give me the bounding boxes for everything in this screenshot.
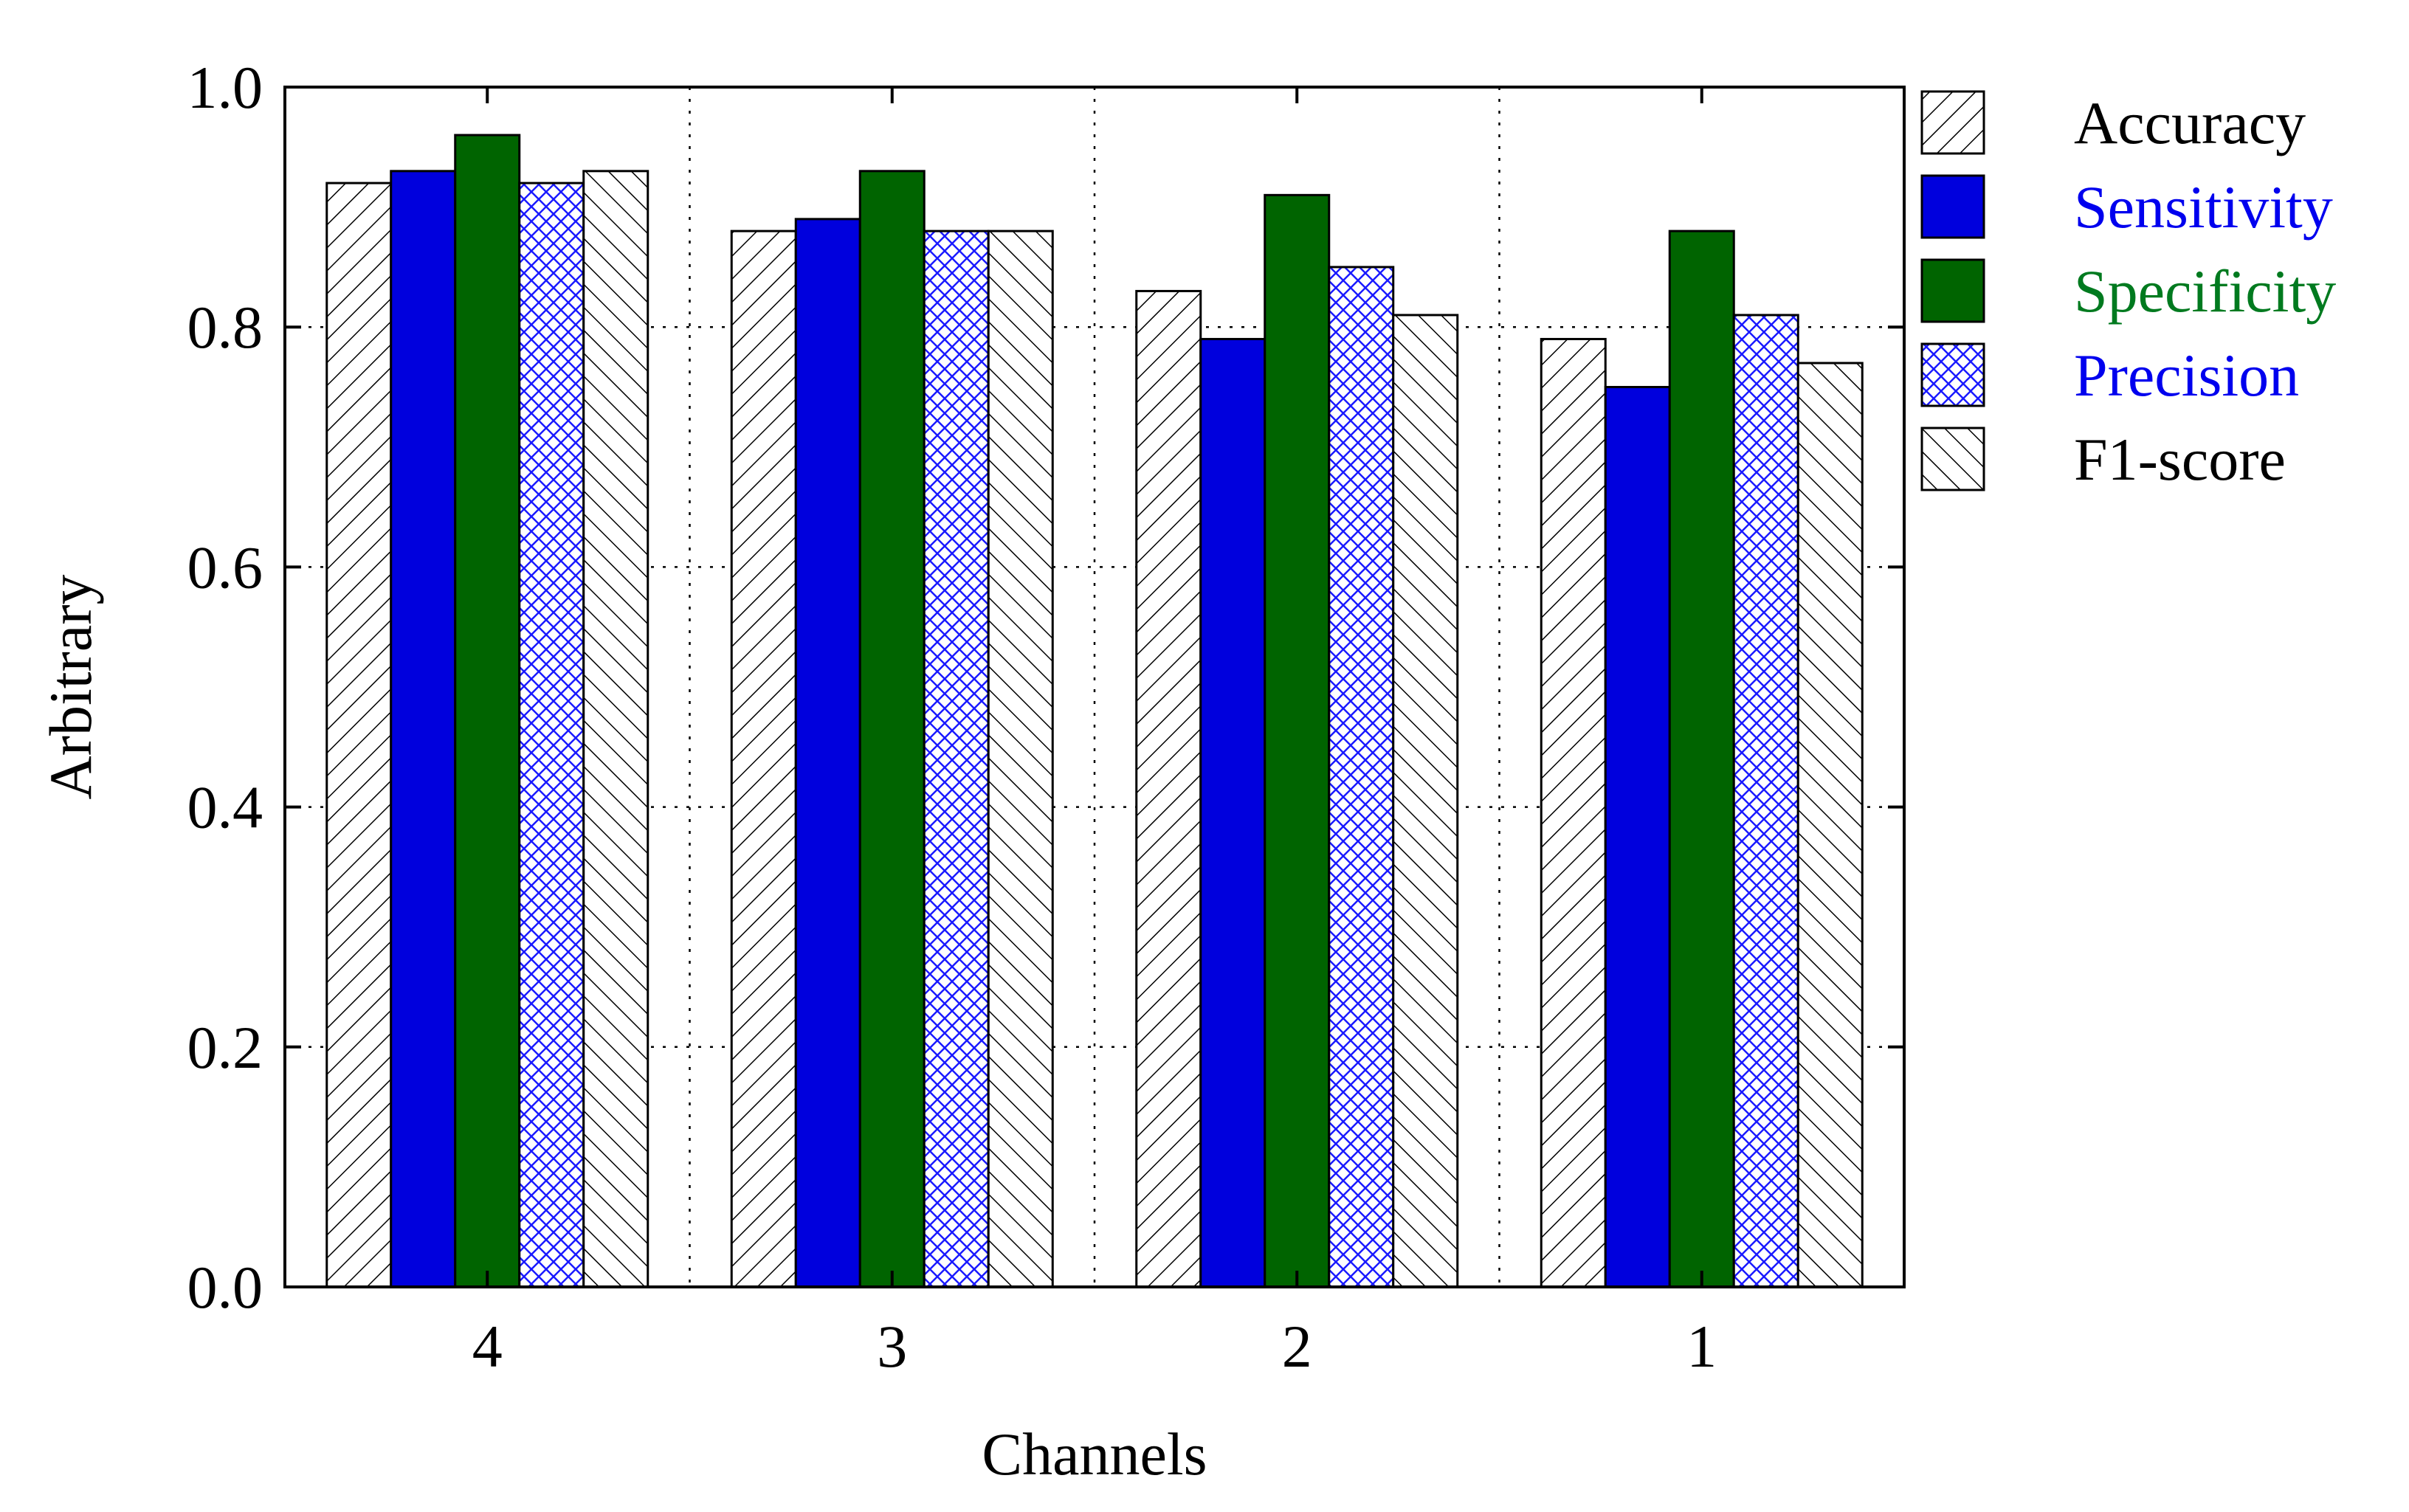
- bar-precision-3: [923, 229, 990, 1288]
- bars: [325, 134, 1864, 1288]
- bar-accuracy-4: [325, 182, 393, 1288]
- y-tick-label: 0.0: [187, 1254, 263, 1321]
- x-tick-label: 3: [877, 1313, 907, 1380]
- legend-swatch-precision: [1920, 342, 1985, 407]
- legend-label-f1-score: F1-score: [2074, 426, 2286, 493]
- bar-sensitivity-1: [1604, 386, 1671, 1288]
- bar-accuracy-3: [730, 229, 797, 1288]
- bar-sensitivity-4: [390, 170, 457, 1288]
- y-tick-label: 0.2: [187, 1014, 263, 1081]
- bar-precision-2: [1328, 266, 1395, 1288]
- legend-label-accuracy: Accuracy: [2074, 89, 2306, 156]
- bar-f1-score-2: [1392, 314, 1459, 1288]
- y-tick-label: 1.0: [187, 54, 263, 121]
- legend-label-sensitivity: Sensitivity: [2074, 173, 2333, 241]
- bar-precision-1: [1732, 314, 1799, 1288]
- x-tick-label: 4: [472, 1313, 503, 1380]
- legend: Accuracy Sensitivity Specificity Precision F…: [1920, 89, 2336, 493]
- y-tick-label: 0.8: [187, 294, 263, 361]
- bar-accuracy-1: [1540, 337, 1607, 1288]
- x-axis-title: Channels: [982, 1420, 1207, 1488]
- x-tick-label: 1: [1686, 1313, 1717, 1380]
- legend-swatch-sensitivity: [1920, 174, 1985, 239]
- plot-frame: [283, 86, 1906, 1288]
- bar-sensitivity-2: [1199, 337, 1266, 1288]
- x-tick-label: 2: [1282, 1313, 1312, 1380]
- y-axis-title: Arbitrary: [37, 574, 104, 799]
- legend-label-specificity: Specificity: [2074, 258, 2336, 325]
- bar-specificity-4: [454, 134, 521, 1288]
- bar-specificity-1: [1668, 229, 1735, 1288]
- bar-precision-4: [518, 182, 585, 1288]
- bar-accuracy-2: [1135, 289, 1202, 1288]
- legend-swatch-specificity: [1920, 258, 1985, 323]
- legend-label-precision: Precision: [2074, 342, 2299, 409]
- axis-ticks: 0.0 0.2 0.4 0.6 0.8 1.0 4 3 2 1: [187, 54, 1904, 1380]
- legend-swatch-f1-score: [1920, 427, 1985, 491]
- y-tick-label: 0.6: [187, 534, 263, 601]
- bar-specificity-2: [1264, 193, 1331, 1288]
- bar-f1-score-4: [582, 170, 649, 1288]
- bar-specificity-3: [858, 170, 926, 1288]
- bar-f1-score-3: [987, 229, 1054, 1288]
- legend-swatch-accuracy: [1920, 90, 1985, 155]
- bar-f1-score-1: [1796, 362, 1864, 1288]
- bar-sensitivity-3: [794, 218, 861, 1288]
- y-tick-label: 0.4: [187, 774, 263, 841]
